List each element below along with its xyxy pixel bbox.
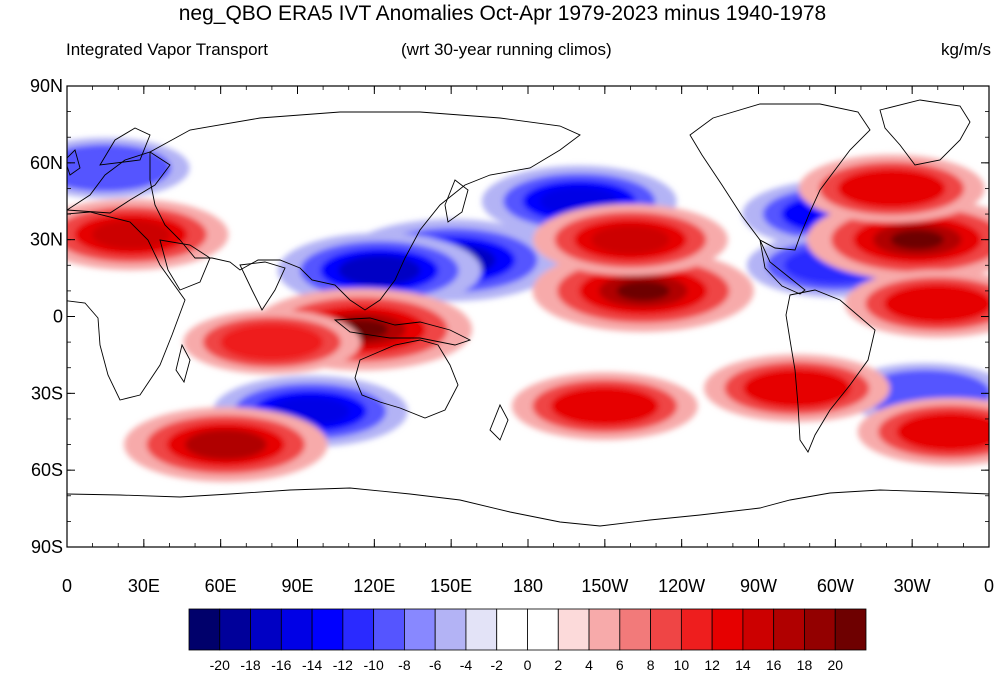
colorbar-label: -16 xyxy=(271,657,291,673)
x-tick-label: 180 xyxy=(513,576,543,596)
anomaly-contour xyxy=(883,284,989,324)
colorbar-label: -14 xyxy=(302,657,322,673)
x-tick-label: 150W xyxy=(581,576,628,596)
colorbar-label: 14 xyxy=(735,657,751,673)
anomaly-contour xyxy=(338,255,421,286)
colorbar-swatch xyxy=(496,608,528,651)
x-axis: 0 30E 60E 90E 120E 150E 180 150W 120W 90W 60W 30W 0 xyxy=(62,86,994,596)
anomaly-contour xyxy=(185,429,267,460)
y-axis: 90N 60N 30N 0 30S 60S 90S xyxy=(30,76,989,557)
anomaly-contour xyxy=(67,144,172,192)
colorbar-swatch xyxy=(465,608,498,651)
colorbar-label: 0 xyxy=(524,657,532,673)
anomaly-contour xyxy=(837,168,946,209)
colorbar-swatch xyxy=(527,608,559,651)
anomaly-contour xyxy=(890,229,944,250)
x-tick-label: 90W xyxy=(740,576,777,596)
colorbar-swatch xyxy=(280,608,313,651)
colorbar: -20 -18 -16 -14 -12 -10 -8 -6 -4 -2 0 2 4 6 8 10 12 14 16 1… xyxy=(188,608,867,673)
x-tick-label: 90E xyxy=(281,576,313,596)
anomaly-contour xyxy=(616,281,670,301)
y-tick-label: 30S xyxy=(31,383,63,403)
y-tick-label: 90N xyxy=(30,76,63,96)
anomaly-contour xyxy=(92,220,170,249)
y-tick-label: 60S xyxy=(31,460,63,480)
colorbar-label: -20 xyxy=(210,657,230,673)
colorbar-label: -12 xyxy=(333,657,353,673)
colorbar-swatch xyxy=(342,608,375,651)
anomaly-contour xyxy=(220,323,324,361)
colorbar-label: -6 xyxy=(429,657,442,673)
colorbar-label: 4 xyxy=(585,657,593,673)
y-tick-label: 30N xyxy=(30,230,63,250)
x-tick-label: 150E xyxy=(430,576,472,596)
colorbar-label: -10 xyxy=(364,657,384,673)
colorbar-swatch xyxy=(404,608,436,651)
anomaly-contour xyxy=(591,225,670,254)
colorbar-label: 12 xyxy=(704,657,720,673)
anomaly-contour xyxy=(550,386,659,426)
anomaly-contour xyxy=(896,412,989,452)
colorbar-swatch xyxy=(619,608,651,651)
x-tick-label: 30W xyxy=(894,576,931,596)
x-tick-label: 0 xyxy=(62,576,72,596)
colorbar-label: 8 xyxy=(647,657,655,673)
y-tick-label: 60N xyxy=(30,153,63,173)
plot-title: neg_QBO ERA5 IVT Anomalies Oct-Apr 1979-… xyxy=(178,2,827,25)
y-tick-label: 0 xyxy=(53,307,63,327)
colorbar-swatch xyxy=(311,608,344,651)
x-tick-label: 30E xyxy=(128,576,160,596)
coastlines xyxy=(67,99,989,527)
colorbar-swatch xyxy=(188,608,221,651)
colorbar-label: 20 xyxy=(827,657,843,673)
colorbar-swatch xyxy=(834,608,867,651)
units-label: kg/m/s xyxy=(940,40,991,59)
y-tick-label: 90S xyxy=(31,537,63,557)
left-string: Integrated Vapor Transport xyxy=(66,40,268,59)
colorbar-swatch xyxy=(650,608,682,651)
colorbar-label: -18 xyxy=(240,657,260,673)
x-tick-label: 0 xyxy=(984,576,994,596)
colorbar-swatch xyxy=(219,608,251,651)
colorbar-label: -4 xyxy=(460,657,473,673)
x-tick-label: 120E xyxy=(353,576,395,596)
x-tick-label: 60W xyxy=(817,576,854,596)
colorbar-swatch xyxy=(250,608,282,651)
colorbar-swatch xyxy=(588,608,621,651)
colorbar-label: 6 xyxy=(616,657,624,673)
colorbar-label: 18 xyxy=(797,657,813,673)
x-tick-label: 60E xyxy=(205,576,237,596)
colorbar-swatch xyxy=(742,608,775,651)
colorbar-label: -2 xyxy=(491,657,504,673)
x-tick-label: 120W xyxy=(658,576,705,596)
colorbar-swatch xyxy=(773,608,805,651)
colorbar-label: 16 xyxy=(766,657,782,673)
colorbar-swatch xyxy=(680,608,713,651)
anomaly-field xyxy=(67,137,989,483)
center-string: (wrt 30-year running climos) xyxy=(401,40,612,59)
colorbar-label: 10 xyxy=(674,657,690,673)
colorbar-label: 2 xyxy=(554,657,562,673)
colorbar-swatch xyxy=(557,608,590,651)
colorbar-label: -8 xyxy=(398,657,411,673)
colorbar-swatch xyxy=(434,608,467,651)
colorbar-swatch xyxy=(711,608,744,651)
colorbar-swatch xyxy=(804,608,836,651)
colorbar-swatch xyxy=(373,608,405,651)
